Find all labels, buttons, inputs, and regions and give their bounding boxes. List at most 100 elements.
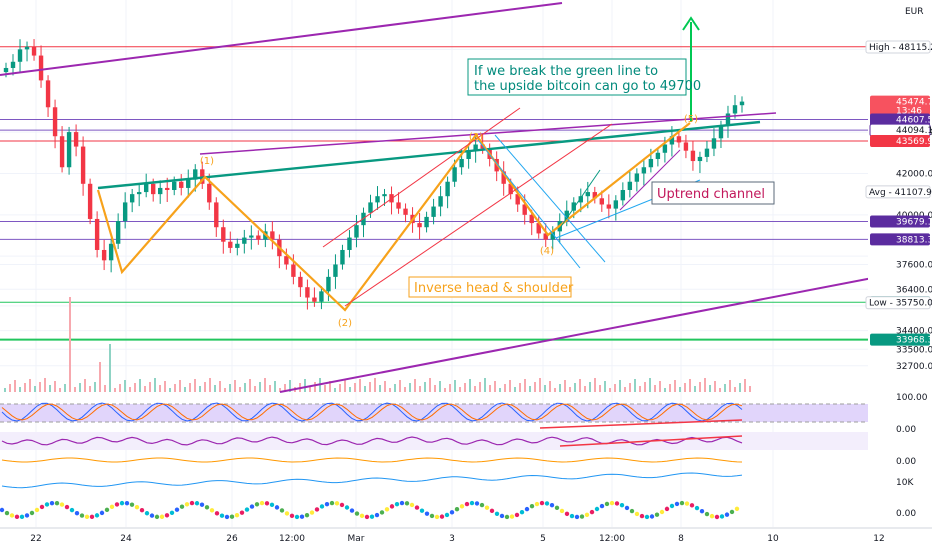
time-tick: 8: [678, 534, 684, 544]
candle-body: [690, 150, 696, 162]
oscillator-dot: [259, 500, 265, 506]
oscillator-dot: [609, 500, 615, 506]
price-tag: [865, 296, 931, 310]
oscillator-dot: [309, 510, 315, 515]
oscillator-dot: [524, 506, 530, 512]
oscillator-dot: [429, 513, 435, 519]
volume-bar: [609, 388, 611, 392]
pane2-band: [0, 432, 868, 450]
oscillator-dot: [399, 500, 405, 506]
oscillator-dot: [714, 514, 720, 520]
candle-body: [284, 256, 289, 265]
volume-bar: [199, 386, 201, 392]
currency-label: EUR: [905, 7, 924, 17]
oscillator-dot: [589, 509, 595, 515]
oscillator-dot: [424, 511, 430, 516]
price-tag: [870, 113, 930, 126]
candle-body: [186, 179, 191, 188]
candle-body: [291, 264, 296, 277]
volume-bar: [514, 387, 516, 392]
oscillator-dot: [199, 502, 205, 507]
oscillator-dot: [674, 501, 680, 507]
oscillator-dot: [59, 502, 65, 507]
volume-bar: [244, 383, 246, 392]
volume-bar: [689, 379, 691, 392]
pane2-trendline: [559, 435, 743, 447]
volume-bar: [69, 297, 71, 392]
oscillator-dot: [469, 500, 475, 506]
oscillator-dot: [314, 507, 320, 512]
blue-channel-b: [494, 134, 606, 263]
volume-bar: [619, 380, 621, 392]
oscillator-dot: [479, 502, 485, 508]
red-channel-lower: [344, 123, 613, 307]
price-tag: [870, 333, 930, 346]
price-tag-text: 43569.94: [896, 137, 932, 147]
volume-bar: [249, 379, 251, 392]
oscillator-dot: [279, 508, 285, 513]
pane2-line: [1, 436, 743, 446]
candle-body: [256, 235, 261, 240]
oscillator-dot: [334, 501, 340, 506]
volume-bar: [604, 381, 606, 392]
volume-bar: [29, 379, 31, 392]
oscillator-dot: [559, 508, 565, 514]
oscillator-dot: [474, 501, 480, 506]
price-tag-text: 38813.35: [896, 235, 932, 245]
purple-trendline-upper: [0, 2, 563, 76]
candle-body: [396, 202, 401, 209]
volume-bar: [739, 383, 741, 392]
candle-body: [606, 204, 612, 209]
candle-body: [571, 202, 576, 211]
candle-body: [599, 198, 605, 205]
time-tick: Mar: [348, 534, 365, 544]
volume-bar: [14, 380, 16, 392]
oscillator-dot: [304, 512, 310, 518]
volume-bar: [424, 382, 426, 392]
note-box: [467, 58, 687, 96]
time-tick: 3: [449, 534, 455, 544]
volume-bar: [399, 380, 401, 392]
volume-bar: [9, 384, 11, 392]
indicator-tick: 100.00: [896, 393, 928, 403]
oscillator-dot: [644, 514, 650, 520]
price-tick: 37600.00: [896, 260, 932, 270]
candle-body: [122, 202, 128, 222]
volume-bar: [519, 383, 521, 392]
candle-body: [431, 206, 436, 217]
green-uptrend-a: [559, 169, 601, 229]
volume-bar: [554, 388, 556, 392]
price-tag: [865, 185, 931, 199]
volume-bar: [584, 386, 586, 392]
price-tag-text: Low - 35750.00: [869, 299, 932, 309]
candle-body: [94, 218, 100, 250]
time-tick: 5: [540, 534, 546, 544]
oscillator-dot: [529, 503, 535, 509]
oscillator-dot: [459, 504, 465, 509]
price-tag-text: 44607.57: [896, 116, 932, 126]
volume-bar: [409, 383, 411, 392]
oscillator-dot: [119, 500, 125, 506]
oscillator-dot: [569, 513, 575, 519]
candle-body: [312, 297, 317, 302]
volume-bar: [419, 386, 421, 392]
volume-bar: [714, 381, 716, 392]
oscillator-dot: [584, 512, 590, 518]
candle-body: [368, 202, 373, 213]
oscillator-dot: [734, 506, 740, 511]
oscillator-dot: [449, 510, 455, 515]
volume-bar: [414, 379, 416, 392]
candle-body: [403, 208, 408, 215]
oscillator-dot: [44, 502, 50, 507]
candle-body: [242, 237, 247, 244]
volume-bar: [314, 382, 316, 392]
oscillator-dot: [129, 502, 135, 507]
oscillator-dot: [444, 512, 450, 518]
candle-body: [641, 167, 647, 174]
indicator-panes: [0, 402, 868, 520]
volume-bar: [349, 387, 351, 392]
price-tag-text: Avg - 41107.93: [869, 188, 932, 198]
volume-bar: [34, 386, 36, 392]
oscillator-dot: [374, 512, 380, 518]
